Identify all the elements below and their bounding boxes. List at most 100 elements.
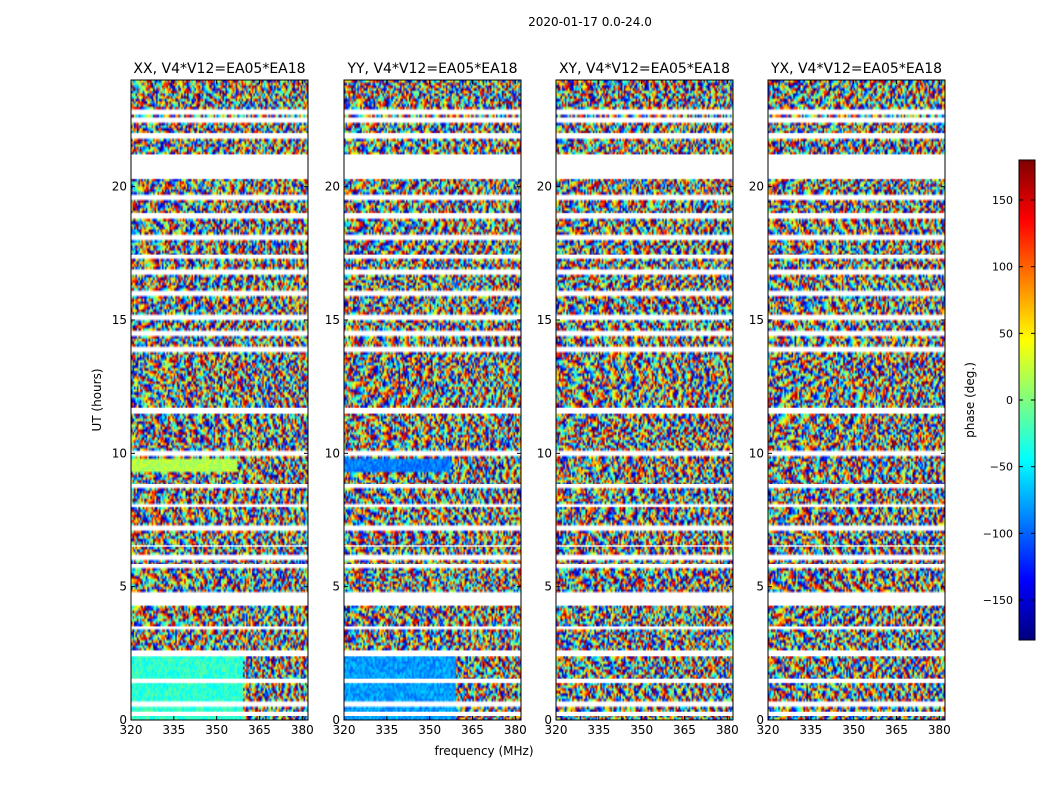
flagged-band	[344, 133, 521, 138]
flagged-band	[344, 702, 521, 706]
flagged-band	[556, 154, 733, 179]
flagged-band	[344, 484, 521, 487]
flagged-band	[768, 505, 945, 507]
flagged-band	[556, 526, 733, 530]
flagged-band	[768, 593, 945, 599]
flagged-band	[768, 133, 945, 138]
y-tick-label: 5	[756, 580, 764, 594]
panel-yy: YY, V4*V12=EA05*EA18 320 335 350 365 380 0 5 10 1…	[325, 61, 527, 737]
flagged-band	[131, 505, 308, 507]
flagged-band	[344, 626, 521, 628]
flagged-band	[768, 452, 945, 455]
heatmap-xx	[131, 80, 308, 720]
flagged-band	[556, 133, 733, 138]
y-tick-label: 10	[325, 446, 340, 460]
panel-title-yx: YX, V4*V12=EA05*EA18	[770, 61, 942, 77]
flagged-band	[131, 118, 308, 122]
flagged-band	[131, 408, 308, 414]
heatmap-yy	[344, 80, 521, 720]
flagged-band	[131, 593, 308, 599]
flagged-band	[131, 452, 308, 455]
flagged-band	[768, 236, 945, 239]
flagged-band	[768, 484, 945, 487]
flagged-band	[768, 154, 945, 179]
flagged-band	[131, 332, 308, 335]
flagged-band	[556, 408, 733, 414]
panel-xx: XX, V4*V12=EA05*EA18 320 335 350 365 380 0 5 10 1…	[112, 61, 314, 737]
y-tick-label: 10	[537, 446, 552, 460]
flagged-band	[768, 678, 945, 683]
flagged-band	[131, 626, 308, 628]
y-tick-label: 5	[544, 580, 552, 594]
x-tick-label: 365	[673, 723, 696, 737]
panel-xy: XY, V4*V12=EA05*EA18 320 335 350 365 380 0 5 10 1…	[537, 61, 739, 737]
y-tick-label: 0	[756, 713, 764, 727]
flagged-band	[344, 505, 521, 507]
flagged-band	[131, 292, 308, 295]
y-axis-label: UT (hours)	[90, 368, 104, 431]
flagged-band	[556, 712, 733, 716]
flagged-band	[344, 408, 521, 414]
colorbar-tick-label: 50	[999, 327, 1013, 340]
colorbar-tick-label: 100	[992, 261, 1013, 274]
y-tick-label: 0	[332, 713, 340, 727]
x-tick-label: 350	[630, 723, 653, 737]
flagged-band	[556, 110, 733, 114]
flagged-band	[556, 678, 733, 683]
flagged-band	[556, 270, 733, 274]
y-tick-label: 15	[325, 313, 340, 327]
flagged-band	[556, 626, 733, 628]
flagged-band	[556, 316, 733, 319]
flagged-band	[768, 712, 945, 716]
flagged-band	[556, 702, 733, 706]
flagged-band	[768, 626, 945, 628]
x-tick-label: 350	[418, 723, 441, 737]
flagged-band	[768, 702, 945, 706]
flagged-band	[556, 593, 733, 599]
flagged-band	[131, 545, 308, 547]
colorbar-tick-label: −50	[990, 461, 1013, 474]
flagged-band	[344, 348, 521, 351]
flagged-band	[768, 118, 945, 122]
y-tick-label: 20	[537, 180, 552, 194]
flagged-band	[131, 110, 308, 114]
flagged-band	[131, 213, 308, 218]
flagged-band	[344, 526, 521, 530]
panel-title-yy: YY, V4*V12=EA05*EA18	[346, 61, 517, 77]
panel-frame	[343, 79, 522, 721]
flagged-band	[768, 526, 945, 530]
x-tick-label: 380	[291, 723, 314, 737]
flagged-band	[131, 678, 308, 683]
flagged-band	[131, 650, 308, 656]
flagged-band	[131, 484, 308, 487]
flagged-band	[768, 408, 945, 414]
flagged-band	[131, 564, 308, 567]
flagged-band	[556, 332, 733, 335]
x-tick-label: 365	[461, 723, 484, 737]
flagged-band	[344, 110, 521, 114]
y-tick-label: 15	[537, 313, 552, 327]
flagged-band	[768, 270, 945, 274]
x-tick-label: 320	[545, 723, 568, 737]
x-tick-label: 335	[162, 723, 185, 737]
flagged-band	[131, 196, 308, 199]
colorbar-label: phase (deg.)	[963, 362, 977, 438]
flagged-band	[344, 213, 521, 218]
heatmap-yx	[768, 80, 945, 720]
flagged-band	[768, 650, 945, 656]
colorbar-tick-label: −150	[983, 594, 1013, 607]
x-tick-label: 365	[248, 723, 271, 737]
x-tick-label: 380	[928, 723, 951, 737]
flagged-band	[556, 505, 733, 507]
panel-frame	[555, 79, 734, 721]
flagged-band	[768, 601, 945, 606]
flagged-band	[556, 452, 733, 455]
y-tick-label: 20	[112, 180, 127, 194]
panel-yx: YX, V4*V12=EA05*EA18 320 335 350 365 380 0 5 10 1…	[749, 61, 951, 737]
flagged-band	[344, 564, 521, 567]
flagged-band	[131, 556, 308, 559]
flagged-band	[131, 270, 308, 274]
heatmap-xy	[556, 80, 733, 720]
flagged-band	[344, 545, 521, 547]
flagged-band	[344, 254, 521, 258]
